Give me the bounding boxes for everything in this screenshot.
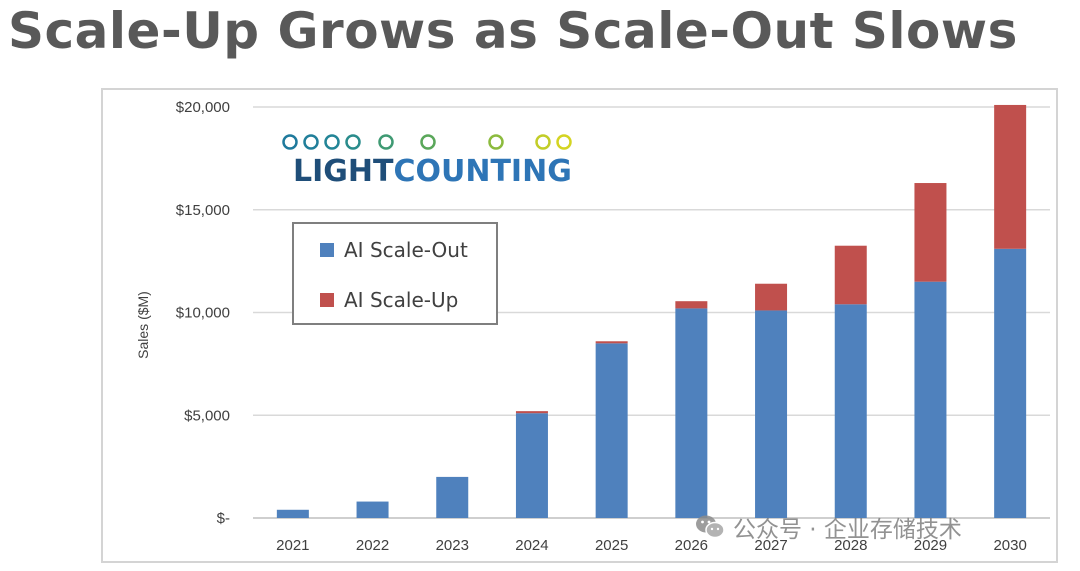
bar-scale-up-2026 xyxy=(675,301,708,309)
x-tick-label: 2022 xyxy=(356,537,389,554)
x-tick-label: 2023 xyxy=(436,537,469,554)
y-tick-label: $- xyxy=(217,510,230,527)
bar-scale-up-2030 xyxy=(994,104,1027,249)
slide-title: Scale-Up Grows as Scale-Out Slows xyxy=(8,2,1018,60)
x-tick-label: 2021 xyxy=(276,537,309,554)
bar-scale-out-2028 xyxy=(834,304,867,518)
y-tick-label: $20,000 xyxy=(176,99,230,116)
bar-scale-out-2022 xyxy=(356,501,389,518)
bar-scale-out-2025 xyxy=(595,343,628,518)
bar-scale-out-2026 xyxy=(675,308,708,518)
bars xyxy=(276,104,1027,519)
bar-scale-out-2021 xyxy=(276,509,309,518)
y-tick-label: $10,000 xyxy=(176,305,230,322)
y-tick-label: $15,000 xyxy=(176,202,230,219)
legend-swatch-scale-out xyxy=(320,243,334,257)
watermark: 公众号 · 企业存储技术 xyxy=(695,510,962,544)
tick-labels: $- $5,000 $10,000 $15,000 $20,000 2021 2022 202… xyxy=(176,99,1027,554)
bar-scale-out-2029 xyxy=(914,281,947,518)
logo-text-counting: COUNTING xyxy=(393,154,572,189)
legend-item-scale-up: AI Scale-Up xyxy=(320,288,458,312)
bar-scale-up-2029 xyxy=(914,183,947,282)
bar-scale-out-2023 xyxy=(436,476,469,518)
legend-item-scale-out: AI Scale-Out xyxy=(320,238,468,262)
x-tick-label: 2030 xyxy=(993,537,1026,554)
bar-scale-out-2027 xyxy=(755,310,788,518)
bar-scale-up-2027 xyxy=(755,283,788,311)
x-tick-label: 2025 xyxy=(595,537,628,554)
legend-label-scale-up: AI Scale-Up xyxy=(344,288,459,312)
x-tick-label: 2028 xyxy=(834,537,867,554)
watermark-text: 公众号 · 企业存储技术 xyxy=(733,517,962,543)
y-axis-title: Sales ($M) xyxy=(135,291,151,359)
legend-label-scale-out: AI Scale-Out xyxy=(344,238,468,262)
logo-text-light: LIGHT xyxy=(293,154,394,189)
legend-swatch-scale-up xyxy=(320,293,334,307)
x-tick-label: 2026 xyxy=(675,537,708,554)
logo-wordmark: LIGHTCOUNTING xyxy=(293,154,572,189)
lightcounting-logo: LIGHTCOUNTING xyxy=(278,128,608,190)
x-tick-label: 2027 xyxy=(754,537,787,554)
bar-scale-out-2030 xyxy=(994,248,1027,519)
x-tick-label: 2029 xyxy=(914,537,947,554)
bar-scale-up-2028 xyxy=(834,245,867,305)
bar-scale-up-2024 xyxy=(515,411,548,414)
wechat-icon xyxy=(696,515,725,539)
bar-scale-out-2024 xyxy=(515,413,548,518)
x-tick-label: 2024 xyxy=(515,537,548,554)
chart-frame xyxy=(101,88,1058,563)
chart-legend: AI Scale-Out AI Scale-Up xyxy=(292,222,498,325)
bar-scale-up-2025 xyxy=(595,341,628,344)
y-tick-label: $5,000 xyxy=(184,407,230,424)
logo-dots-graphic xyxy=(282,134,603,150)
